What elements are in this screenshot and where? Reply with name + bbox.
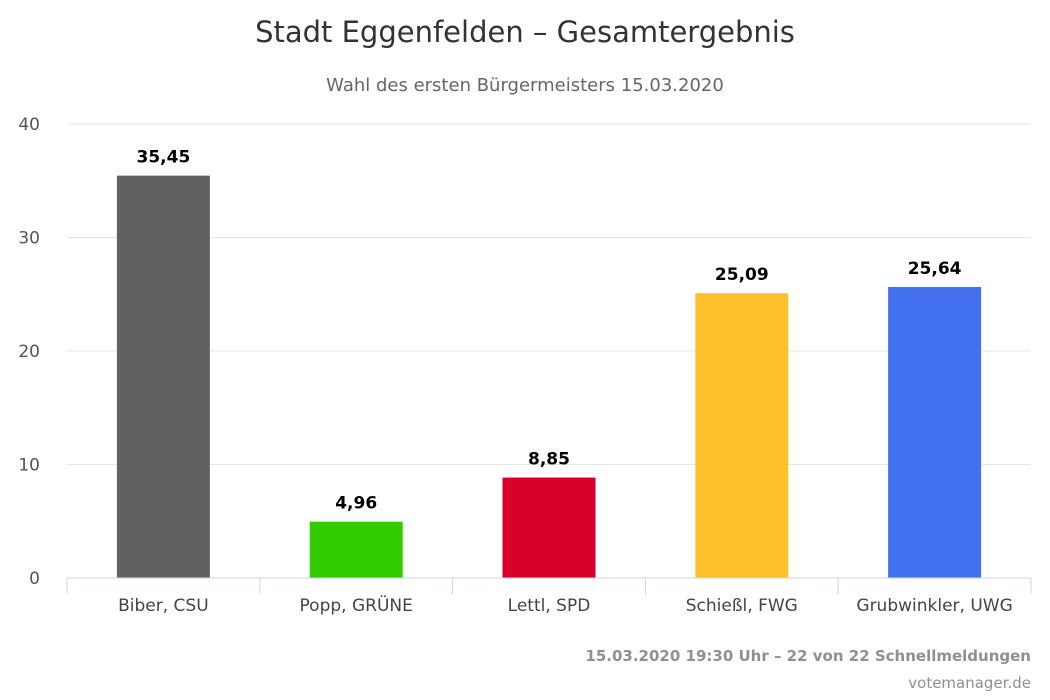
bar[interactable] <box>502 477 596 578</box>
y-tick-label: 10 <box>18 456 40 476</box>
bar[interactable] <box>695 293 789 578</box>
x-tick-label: Biber, CSU <box>118 596 209 616</box>
y-tick-label: 20 <box>18 342 40 362</box>
chart-title: Stadt Eggenfelden – Gesamtergebnis <box>255 15 795 49</box>
x-tick-label: Popp, GRÜNE <box>300 594 413 616</box>
data-label: 35,45 <box>137 148 191 168</box>
data-label: 4,96 <box>335 494 377 514</box>
data-label: 8,85 <box>528 450 570 470</box>
bar[interactable] <box>888 286 982 578</box>
y-tick-label: 30 <box>18 229 40 249</box>
gridlines <box>67 123 1031 465</box>
x-tick-label: Schießl, FWG <box>686 596 798 616</box>
chart-subtitle: Wahl des ersten Bürgermeisters 15.03.202… <box>326 75 724 96</box>
y-tick-label: 40 <box>18 115 40 135</box>
data-label: 25,09 <box>715 265 769 285</box>
x-tick-label: Grubwinkler, UWG <box>856 596 1012 616</box>
bar[interactable] <box>309 521 403 578</box>
data-label: 25,64 <box>908 259 962 279</box>
y-tick-label: 0 <box>29 569 40 589</box>
status-credit: 15.03.2020 19:30 Uhr – 22 von 22 Schnell… <box>585 647 1031 665</box>
source-credit[interactable]: votemanager.de <box>908 674 1031 692</box>
bars <box>116 175 982 578</box>
bar[interactable] <box>116 175 210 578</box>
x-axis-ticks: Biber, CSU Popp, GRÜNE Lettl, SPD Schießl, … <box>66 578 1032 616</box>
y-axis-ticks: 0 10 20 30 40 <box>18 115 40 589</box>
x-tick-label: Lettl, SPD <box>508 596 591 616</box>
data-labels: 35,45 4,96 8,85 25,09 25,64 <box>137 148 962 514</box>
